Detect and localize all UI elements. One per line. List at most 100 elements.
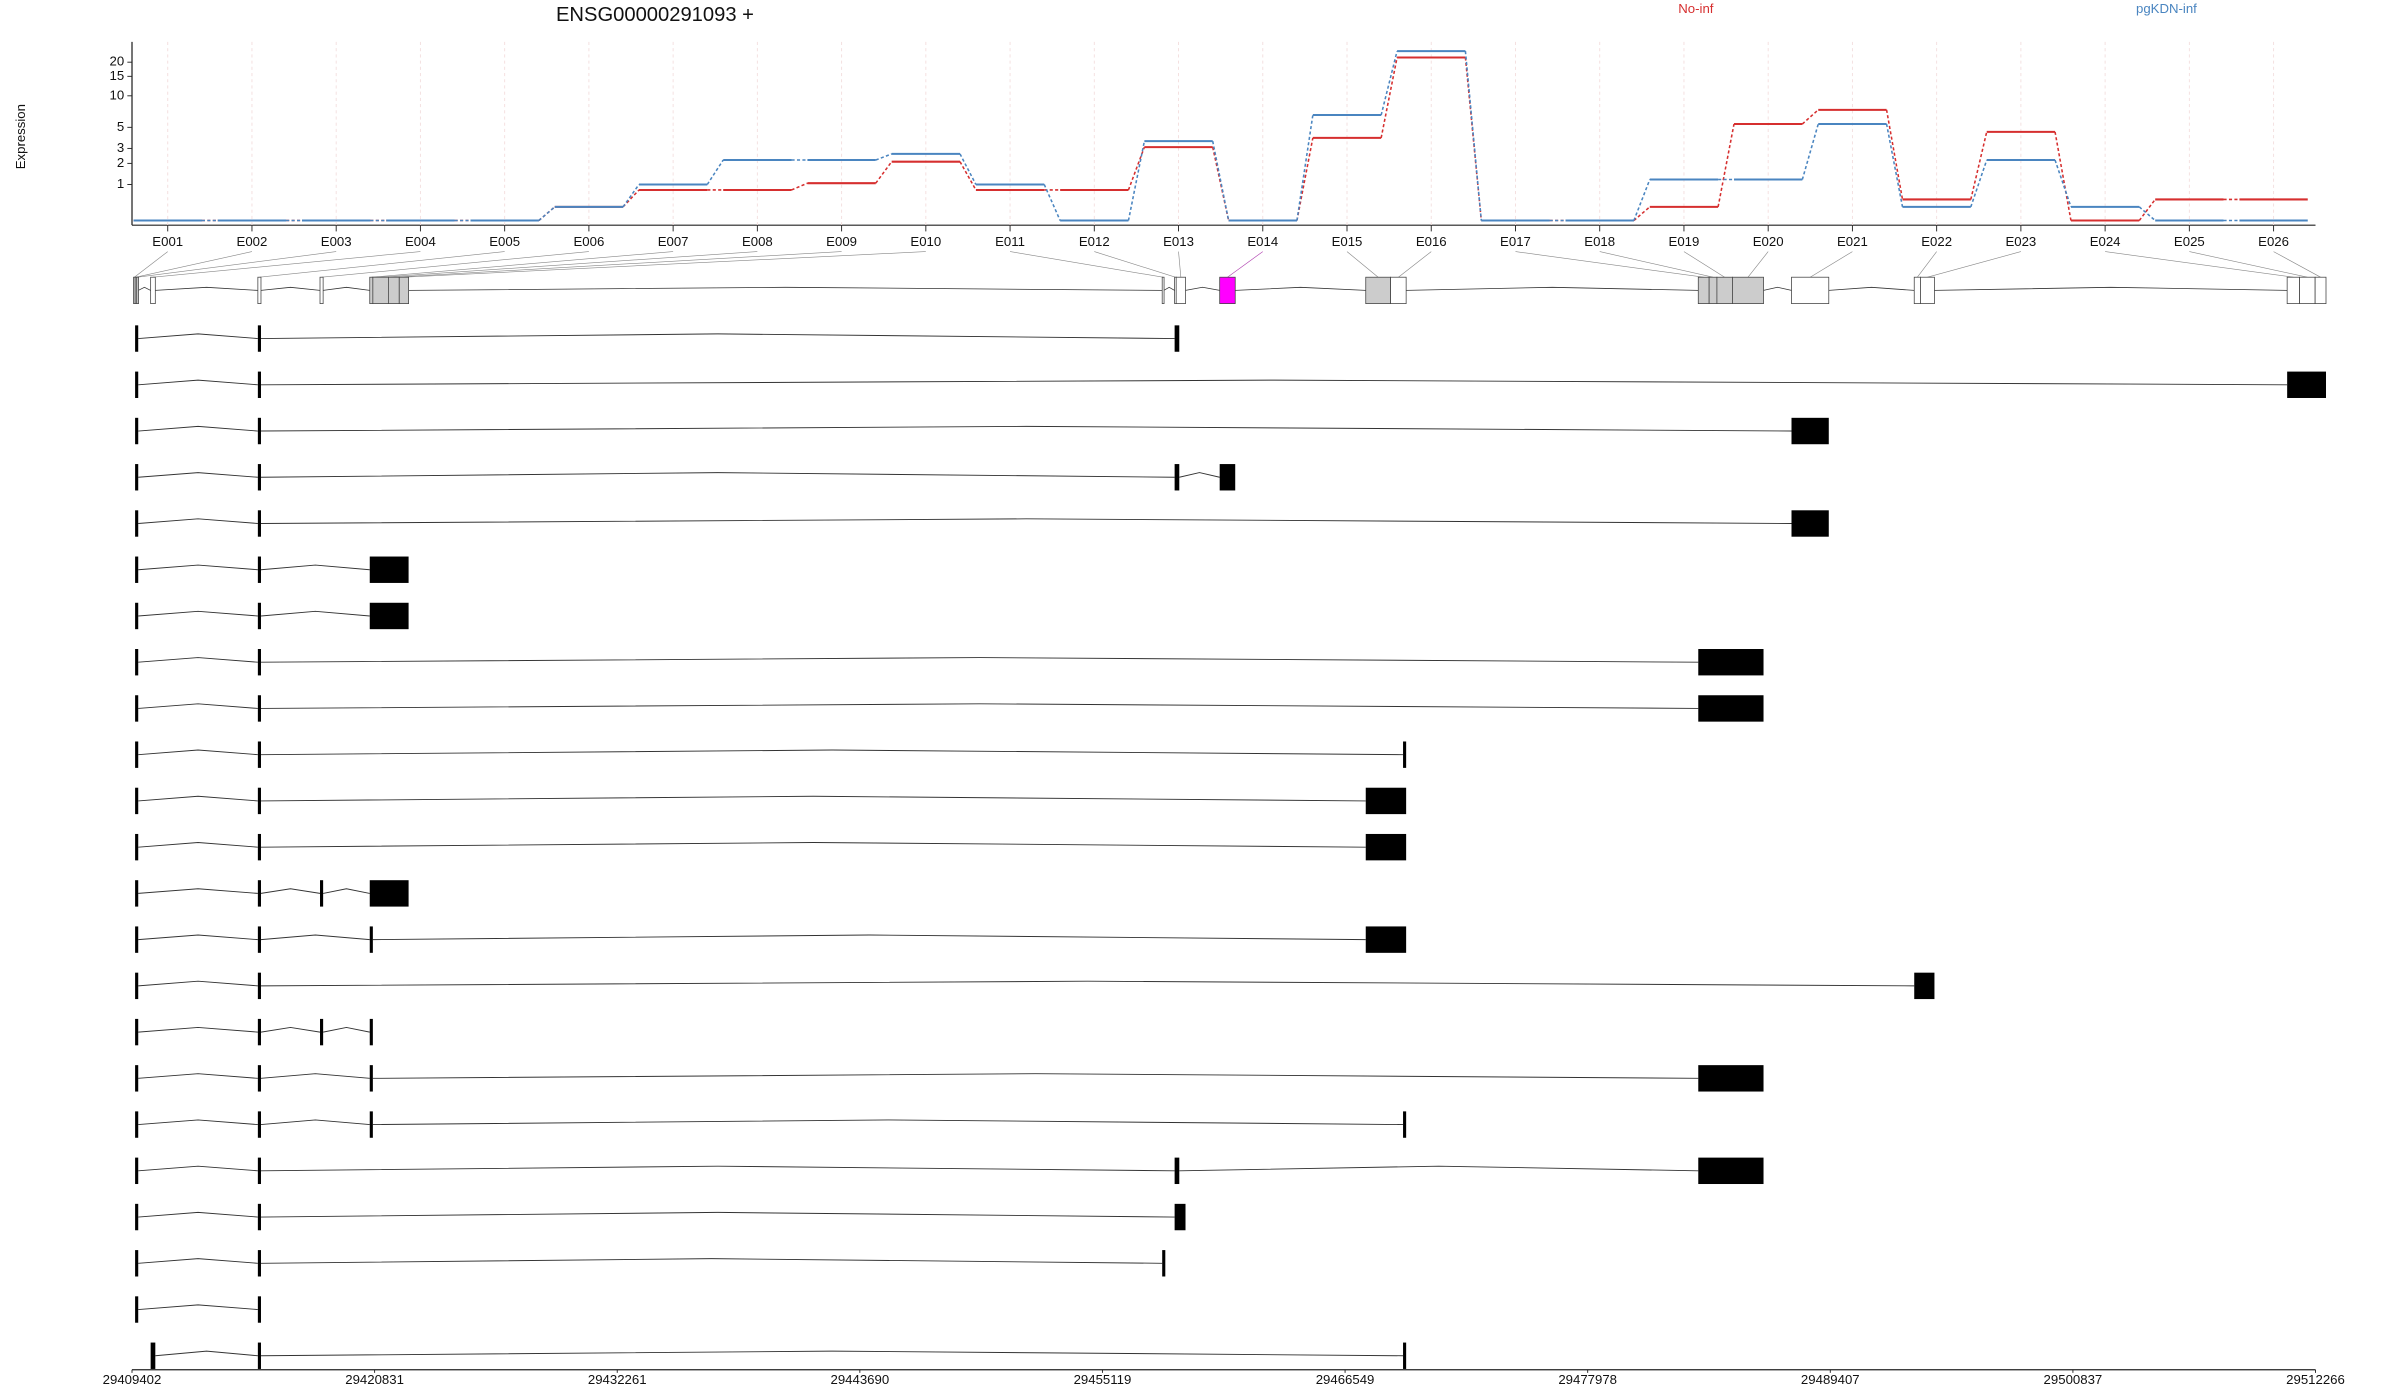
transcript-intron xyxy=(260,749,1404,756)
expression-step xyxy=(1885,109,1904,200)
transcript-intron xyxy=(138,1026,258,1033)
exon-label: E022 xyxy=(1921,234,1952,249)
exon-label: E003 xyxy=(321,234,352,249)
chart-title: ENSG00000291093 + xyxy=(556,4,754,26)
transcript-intron xyxy=(260,1350,1404,1357)
transcript-exon xyxy=(257,1065,261,1092)
transcript-exon xyxy=(257,510,261,537)
transcript-exon xyxy=(135,1296,139,1323)
transcript-exon xyxy=(1791,510,1829,537)
exon-label: E015 xyxy=(1332,234,1363,249)
transcript-exon xyxy=(257,741,261,768)
transcript-exon xyxy=(257,833,261,861)
transcript-exon xyxy=(369,602,409,630)
gene-exon xyxy=(398,276,409,304)
gene-intron xyxy=(1235,286,1366,291)
transcript-intron xyxy=(138,1165,258,1172)
transcript-exon xyxy=(257,464,261,491)
transcript-intron xyxy=(138,1119,258,1126)
gene-intron xyxy=(408,286,1163,291)
transcript-intron xyxy=(138,980,258,987)
transcript-intron xyxy=(138,610,258,617)
transcript-exon xyxy=(320,1018,324,1046)
x-tick-label: 29466549 xyxy=(1316,1372,1375,1387)
y-tick-label: 10 xyxy=(110,87,125,102)
transcript-intron xyxy=(372,1073,1699,1079)
gene-exon xyxy=(2299,276,2316,304)
gene-exon xyxy=(1716,276,1733,304)
gene-exon xyxy=(387,276,400,304)
expression-step xyxy=(1127,141,1146,221)
transcript-exon xyxy=(2287,371,2327,398)
gene-exon xyxy=(1175,276,1186,304)
bin-connector xyxy=(1599,251,1714,278)
gene-exon xyxy=(1708,276,1718,304)
gene-exon xyxy=(319,276,324,304)
transcript-exon xyxy=(135,741,139,768)
expression-step xyxy=(2138,198,2156,221)
exon-label: E006 xyxy=(573,234,604,249)
expression-step xyxy=(1633,179,1651,221)
transcript-intron xyxy=(138,518,258,524)
bin-connector xyxy=(1398,251,1432,278)
transcript-exon xyxy=(257,926,261,953)
transcript-intron xyxy=(260,657,1699,663)
transcript-exon xyxy=(1174,1203,1186,1231)
transcript-exon xyxy=(257,1250,261,1277)
gene-exon xyxy=(1390,276,1407,304)
exon-label: E005 xyxy=(489,234,520,249)
y-axis-label: Expression xyxy=(13,104,28,169)
transcript-exon xyxy=(257,325,261,352)
gene-intron xyxy=(1934,286,2288,291)
expression-step xyxy=(875,161,893,184)
transcript-intron xyxy=(155,1350,258,1357)
transcript-exon xyxy=(257,1203,261,1231)
transcript-intron xyxy=(260,518,1792,524)
transcript-intron xyxy=(138,1304,258,1310)
expression-step xyxy=(1970,159,1988,208)
y-tick-label: 3 xyxy=(117,140,124,155)
gene-intron xyxy=(323,286,370,291)
expression-step xyxy=(1043,184,1061,221)
transcript-exon xyxy=(369,1065,373,1092)
bin-connector xyxy=(393,251,842,278)
transcript-exon xyxy=(257,1111,261,1138)
transcript-exon xyxy=(135,926,139,953)
exon-label: E007 xyxy=(658,234,689,249)
bin-connector xyxy=(1809,251,1853,278)
bin-connector xyxy=(2189,251,2308,278)
x-tick-label: 29455119 xyxy=(1074,1372,1132,1387)
gene-exon xyxy=(1920,276,1935,304)
transcript-exon xyxy=(135,1065,139,1092)
transcript-intron xyxy=(138,472,258,478)
gene-intron xyxy=(1763,286,1792,291)
transcript-intron xyxy=(260,934,370,941)
exon-label: E013 xyxy=(1163,234,1194,249)
bin-connector xyxy=(371,251,674,278)
transcript-exon xyxy=(135,1018,139,1046)
expression-step xyxy=(1717,123,1735,208)
x-tick-label: 29477978 xyxy=(1558,1372,1617,1387)
expression-step xyxy=(622,189,640,208)
bin-connector xyxy=(1683,251,1725,278)
y-tick-label: 20 xyxy=(110,54,125,69)
exon-label: E024 xyxy=(2090,234,2121,249)
legend-label: pgKDN-inf xyxy=(2136,1,2197,16)
bin-connector xyxy=(2273,251,2321,278)
gene-exon xyxy=(2286,276,2300,304)
transcript-intron xyxy=(260,333,1175,340)
transcript-exon xyxy=(1791,417,1829,445)
gene-exon xyxy=(1732,276,1764,304)
transcript-exon xyxy=(1698,1157,1764,1185)
transcript-intron xyxy=(1179,472,1220,478)
expression-step xyxy=(1211,141,1230,221)
transcript-exon xyxy=(1219,464,1236,491)
exon-label: E001 xyxy=(152,234,183,249)
transcript-intron xyxy=(372,1119,1404,1126)
transcript-exon xyxy=(257,649,261,676)
bin-connector xyxy=(1917,251,1937,278)
transcript-exon xyxy=(1162,1250,1166,1277)
exon-label: E019 xyxy=(1669,234,1700,249)
